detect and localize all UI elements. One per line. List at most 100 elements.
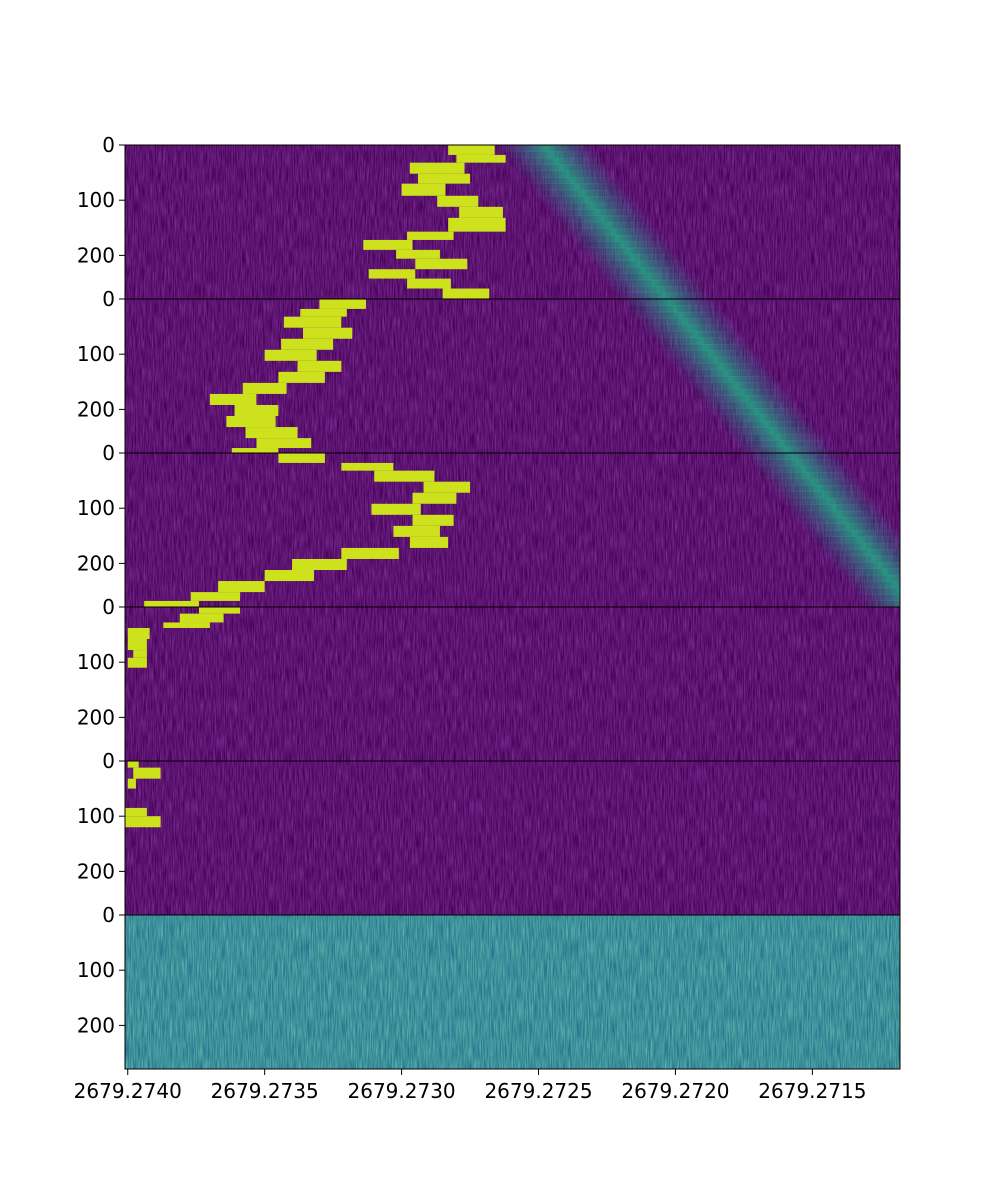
drift-band-segment [534,189,630,197]
signal-segment [281,338,334,350]
drift-band-segment [616,292,712,299]
signal-segment [415,258,468,270]
panel-2: 0 100 200 [77,287,901,454]
y-tick-label: 100 [77,342,115,366]
y-tick-label: 100 [77,804,115,828]
drift-band-segment [652,337,748,345]
signal-segment [409,162,465,174]
signal-segment [190,592,241,601]
noise-texture [125,607,900,761]
drift-band-segment [703,401,799,409]
signal-segment [127,778,136,789]
signal-segment [448,145,495,155]
signal-segment [456,154,506,163]
signal-segment [256,438,312,449]
signal-segment [283,316,342,328]
drift-band-segment [514,164,610,172]
drift-band-segment [595,266,691,274]
drift-band-segment [862,600,900,607]
drift-band-segment [745,453,841,460]
drift-band-segment [776,491,872,499]
drift-band-segment [622,299,718,306]
y-tick-label: 100 [77,958,115,982]
signal-segment [163,622,210,628]
drift-band-segment [627,305,723,313]
drift-band-segment [688,382,784,390]
drift-band-segment [760,472,856,480]
y-tick-label: 0 [102,903,115,927]
signal-segment [292,558,347,571]
drift-band-segment [708,408,804,415]
y-tick-label: 200 [77,1013,115,1037]
drift-band-segment [570,234,666,242]
drift-band-segment [575,241,671,249]
panel-frame [124,914,901,1070]
drift-band-segment [580,247,676,255]
signal-segment [127,639,147,651]
signal-segment [264,349,317,361]
drift-band-segment [698,395,794,403]
signal-segment [127,761,139,768]
drift-band-segment [857,594,900,602]
signal-segment [127,657,147,668]
x-tick-label: 2679.2730 [348,1079,456,1103]
signal-segment [459,206,503,218]
drift-band-segment [529,183,625,191]
drift-band-segment [791,510,887,518]
drift-band-segment [499,145,595,152]
drift-band-segment [590,260,686,268]
noise-texture [125,145,900,299]
signal-segment [401,183,446,196]
drift-band-segment [837,568,900,576]
drift-band-segment [811,536,900,544]
drift-band-segment [668,356,764,364]
drift-band-segment [611,286,707,294]
drift-band-segment [504,151,600,159]
signal-segment [245,427,298,439]
signal-segment [300,308,347,317]
drift-band-segment [683,376,779,383]
signal-segment [363,239,413,250]
signal-segment [218,581,265,593]
signal-segment [442,288,490,299]
drift-band-segment [765,478,861,486]
signal-segment [125,807,147,817]
drift-band-segment [786,504,882,512]
signal-segment [144,600,199,607]
x-axis: 2679.2740 2679.2735 2679.2730 2679.2725 2679… [74,1069,866,1103]
y-tick-label: 200 [77,859,115,883]
signal-segment [319,299,366,309]
signal-segment [133,650,147,658]
signal-segment [297,360,342,372]
drift-band-segment [713,414,809,422]
signal-segment [341,547,399,559]
signal-segment [179,613,224,623]
drift-band-segment [750,459,846,467]
drift-band-segment [632,311,728,319]
drift-band-segment [657,343,753,351]
signal-segment [368,269,416,279]
panel-4: 0 100 200 [77,595,901,762]
drift-band-segment [560,222,656,229]
panel-3: 0 100 200 [77,441,901,608]
panel-6: 0 100 200 [77,903,901,1070]
drift-band-segment [600,273,696,281]
y-tick-label: 0 [102,133,115,157]
signal-segment [448,217,506,232]
drift-band-segment [729,433,825,441]
signal-segment [393,525,440,537]
y-tick-label: 200 [77,243,115,267]
signal-segment [412,492,457,504]
signal-segment [198,607,241,614]
signal-segment [303,327,353,339]
signal-segment [133,767,161,779]
drift-band-segment [816,542,900,550]
x-tick-label: 2679.2720 [621,1079,729,1103]
signal-segment [418,173,471,184]
drift-band-segment [585,254,681,261]
drift-band-segment [549,209,645,217]
drift-band-segment [724,427,820,435]
noise-texture [125,761,900,915]
drift-band-segment [509,157,605,165]
